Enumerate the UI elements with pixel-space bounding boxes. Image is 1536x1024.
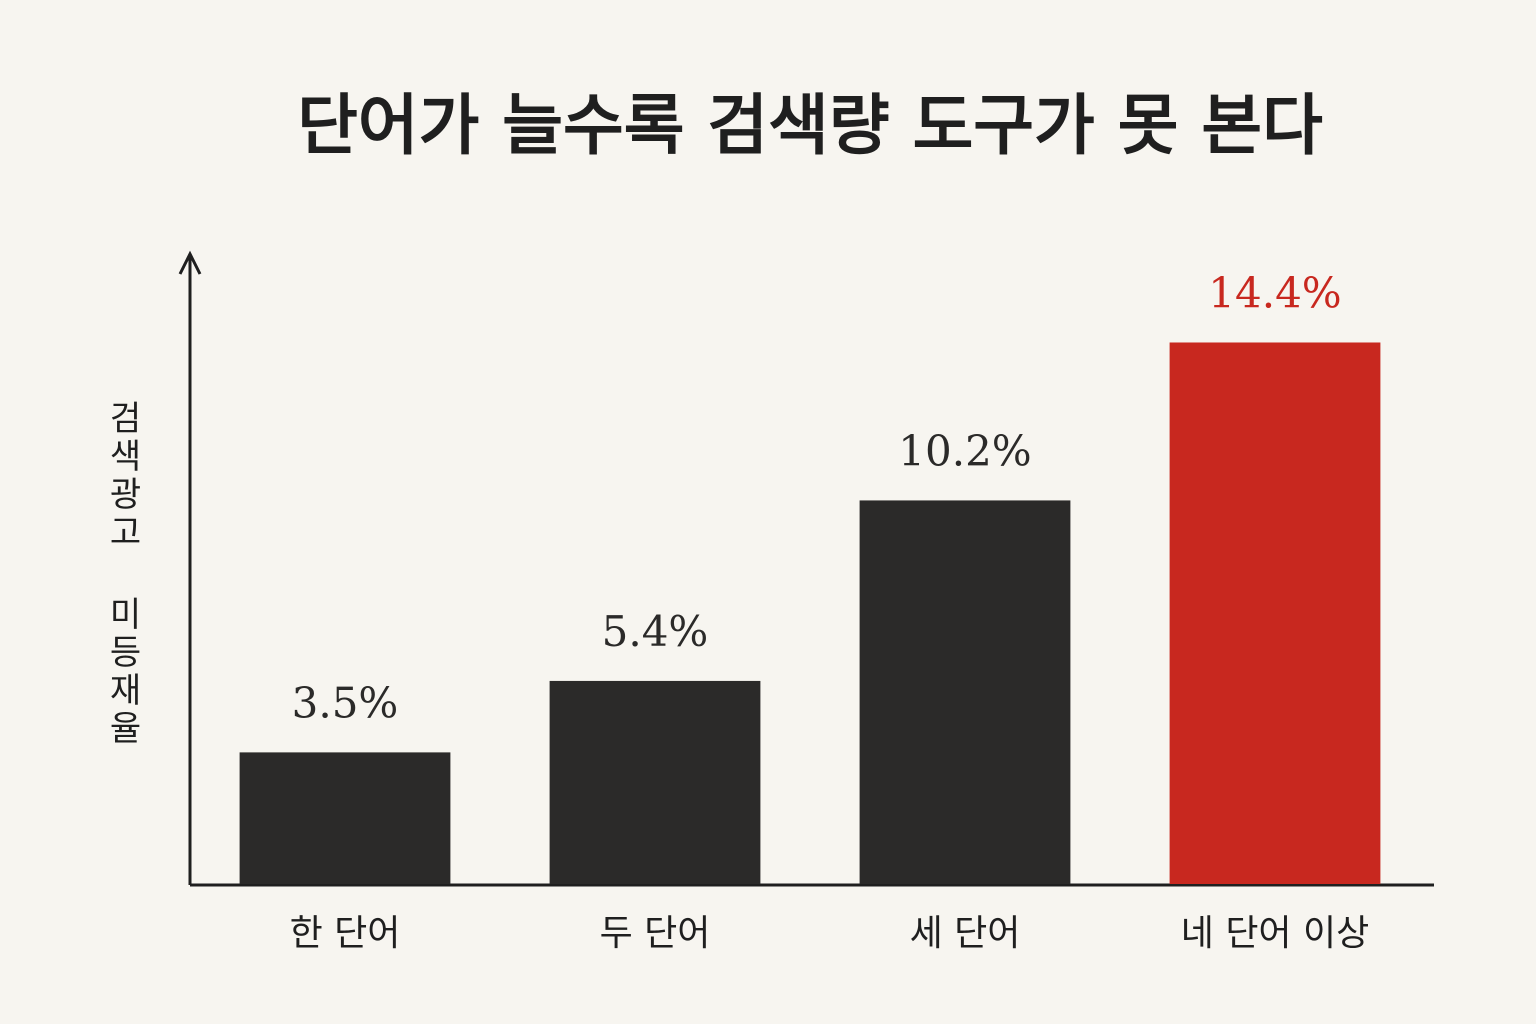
value-label: 3.5% bbox=[292, 678, 399, 727]
value-label: 10.2% bbox=[898, 426, 1031, 475]
x-tick-label: 두 단어 bbox=[600, 913, 711, 954]
y-axis-arrow bbox=[178, 250, 202, 275]
x-tick-label: 세 단어 bbox=[910, 913, 1021, 954]
bar bbox=[859, 500, 1071, 884]
bar bbox=[1169, 342, 1381, 884]
bar bbox=[239, 752, 451, 884]
x-tick-label: 한 단어 bbox=[290, 913, 401, 954]
chart-title: 단어가 늘수록 검색량 도구가 못 본다 bbox=[297, 87, 1323, 164]
x-tick-label: 네 단어 이상 bbox=[1181, 913, 1370, 954]
bar bbox=[549, 680, 761, 884]
y-axis-label: 검색광고 미등재율 bbox=[102, 400, 142, 748]
value-label: 5.4% bbox=[602, 607, 709, 656]
value-label: 14.4% bbox=[1208, 268, 1341, 317]
